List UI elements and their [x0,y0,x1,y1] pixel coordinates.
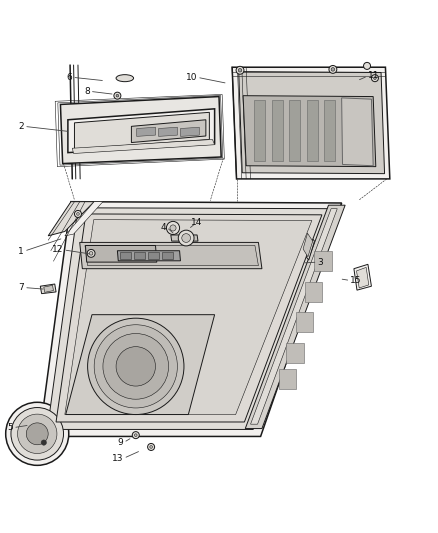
Polygon shape [65,220,312,415]
Circle shape [88,318,184,415]
Polygon shape [85,246,258,265]
Circle shape [77,213,79,215]
Text: 11: 11 [368,71,379,80]
Polygon shape [279,369,296,389]
Polygon shape [80,243,262,269]
Polygon shape [314,251,332,271]
Circle shape [166,221,180,235]
Text: 8: 8 [84,87,90,96]
Polygon shape [134,252,145,260]
Text: 12: 12 [52,245,64,254]
Polygon shape [180,127,199,136]
Circle shape [132,432,139,439]
Circle shape [89,252,93,255]
Circle shape [331,68,335,71]
Polygon shape [159,127,177,136]
Polygon shape [72,140,215,154]
Polygon shape [56,214,322,422]
Polygon shape [44,285,53,292]
Circle shape [94,325,177,408]
Circle shape [371,75,378,82]
Polygon shape [68,109,215,152]
Circle shape [116,346,155,386]
Text: 9: 9 [118,438,124,447]
Polygon shape [39,201,342,437]
Circle shape [170,225,176,231]
Circle shape [150,446,152,448]
Ellipse shape [116,75,134,82]
Circle shape [6,402,69,465]
Polygon shape [342,98,373,166]
Polygon shape [47,208,332,430]
Polygon shape [307,100,318,161]
Polygon shape [148,252,159,260]
Polygon shape [74,112,209,149]
Circle shape [374,77,376,79]
Text: 6: 6 [67,73,72,82]
Polygon shape [85,246,157,262]
Circle shape [11,408,64,460]
Polygon shape [357,268,369,288]
Polygon shape [131,120,206,142]
Polygon shape [66,314,215,415]
Polygon shape [254,100,265,161]
Polygon shape [305,282,322,302]
Text: 4: 4 [161,223,166,231]
Circle shape [329,66,337,74]
Polygon shape [48,201,94,236]
Circle shape [364,62,371,69]
Polygon shape [251,209,337,424]
Polygon shape [296,312,313,332]
Polygon shape [171,235,198,241]
Text: 15: 15 [350,276,362,285]
Polygon shape [60,96,221,164]
Polygon shape [40,284,56,294]
Text: 10: 10 [186,73,197,82]
Text: 13: 13 [112,454,124,463]
Circle shape [236,66,244,74]
Circle shape [116,94,119,97]
Polygon shape [137,127,155,136]
Polygon shape [243,96,376,167]
Polygon shape [117,251,180,261]
Polygon shape [289,100,300,161]
Circle shape [114,92,121,99]
Circle shape [74,211,81,217]
Text: 2: 2 [18,122,24,131]
Text: 3: 3 [318,257,323,266]
Circle shape [182,233,191,243]
Circle shape [238,69,242,72]
Polygon shape [301,231,314,260]
Polygon shape [286,343,304,363]
Polygon shape [324,100,335,161]
Circle shape [87,249,95,257]
Polygon shape [232,67,390,179]
Polygon shape [239,71,385,174]
Polygon shape [303,233,313,257]
Circle shape [41,440,46,445]
Circle shape [18,414,57,454]
Circle shape [178,230,194,246]
Circle shape [148,443,155,450]
Polygon shape [354,264,371,290]
Circle shape [103,334,169,399]
Circle shape [26,423,48,445]
Text: 1: 1 [18,247,24,256]
Polygon shape [245,205,345,429]
Polygon shape [162,252,173,260]
Polygon shape [65,201,103,236]
Polygon shape [120,252,131,260]
Text: 14: 14 [191,218,202,227]
Polygon shape [272,100,283,161]
Text: 5: 5 [7,423,13,432]
Circle shape [134,434,137,437]
Text: 7: 7 [18,283,24,292]
